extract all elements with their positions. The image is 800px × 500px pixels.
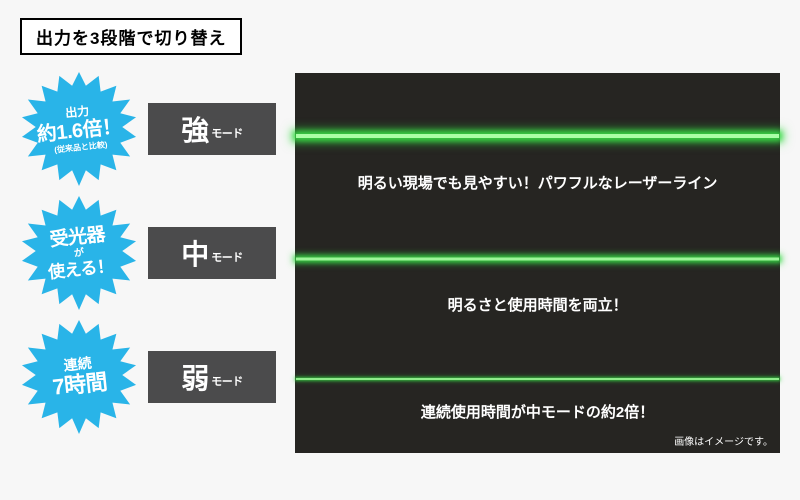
left-column: 出力 約1.6倍！ (従来品と比較) 強 モード 受光器 が 使える！ bbox=[20, 73, 285, 453]
content-row: 出力 約1.6倍！ (従来品と比較) 強 モード 受光器 が 使える！ bbox=[20, 73, 780, 453]
laser-line-strong bbox=[296, 129, 779, 143]
image-disclaimer: 画像はイメージです。 bbox=[674, 433, 773, 448]
mode-label-small: モード bbox=[211, 117, 243, 141]
burst-line2: 7時間 bbox=[51, 370, 108, 401]
laser-line-medium bbox=[296, 252, 779, 266]
mode-row-weak: 連続 7時間 弱 モード bbox=[20, 329, 285, 425]
burst-line2: 使える！ bbox=[47, 256, 114, 282]
mode-label-strong: 強 モード bbox=[148, 103, 276, 155]
mode-label-medium: 中 モード bbox=[148, 227, 276, 279]
panel-text-weak: 連続使用時間が中モードの約2倍！ bbox=[296, 388, 779, 434]
mode-label-weak: 弱 モード bbox=[148, 351, 276, 403]
burst-badge-medium: 受光器 が 使える！ bbox=[20, 194, 138, 312]
burst-badge-weak: 連続 7時間 bbox=[20, 318, 138, 436]
panel-text-medium: 明るさと使用時間を両立！ bbox=[296, 272, 779, 336]
mode-label-big: 中 bbox=[181, 233, 209, 273]
burst-text: 出力 約1.6倍！ (従来品と比較) bbox=[14, 64, 144, 194]
mode-row-strong: 出力 約1.6倍！ (従来品と比較) 強 モード bbox=[20, 81, 285, 177]
section-title: 出力を3段階で切り替え bbox=[20, 18, 242, 55]
panel-text-strong: 明るい現場でも見やすい！パワフルなレーザーライン bbox=[296, 150, 779, 214]
laser-line-weak bbox=[296, 372, 779, 386]
mode-row-medium: 受光器 が 使える！ 中 モード bbox=[20, 205, 285, 301]
mode-label-small: モード bbox=[211, 241, 243, 265]
mode-label-big: 強 bbox=[181, 109, 209, 149]
burst-badge-strong: 出力 約1.6倍！ (従来品と比較) bbox=[20, 70, 138, 188]
burst-text: 連続 7時間 bbox=[14, 312, 144, 442]
mode-label-big: 弱 bbox=[181, 357, 209, 397]
burst-text: 受光器 が 使える！ bbox=[14, 188, 144, 318]
laser-panel: 明るい現場でも見やすい！パワフルなレーザーライン 明るさと使用時間を両立！ 連続… bbox=[295, 73, 780, 453]
mode-label-small: モード bbox=[211, 365, 243, 389]
